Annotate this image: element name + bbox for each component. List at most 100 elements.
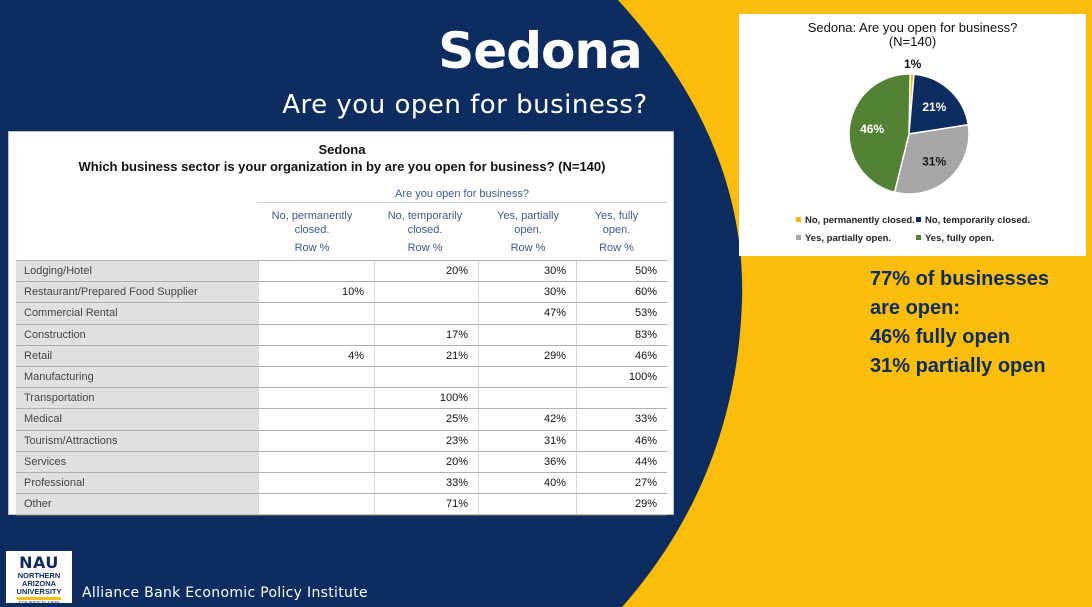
column-subheader: Row % [510,242,546,254]
table-cell: 60% [576,282,667,303]
legend-label: Yes, partially open. [805,233,892,244]
table-cell [374,366,478,388]
table-cell: 42% [478,409,576,430]
table-cell [576,388,667,409]
table-subtitle: Which business sector is your organizati… [78,159,606,174]
table-cell: 83% [576,324,667,345]
table-row: Services 20% 36% 44% [16,450,667,472]
footer-text: Alliance Bank Economic Policy Institute [82,585,368,601]
table-cell: 30% [478,282,576,303]
row-label: Medical [16,409,258,430]
table-cell: 71% [374,494,478,515]
table-cell: 29% [576,494,667,515]
legend-label: No, temporarily closed. [925,215,1031,226]
table-cell [374,282,478,303]
legend-swatch [916,234,921,240]
table-row: Manufacturing 100% [16,365,667,388]
header-divider [257,202,667,203]
row-label: Retail [16,345,258,366]
pie-slice [848,73,911,194]
row-label: Restaurant/Prepared Food Supplier [16,282,258,303]
pie-slice-label: 46% [860,122,884,136]
summary-line: are open: [870,297,961,319]
table-span-header: Are you open for business? [395,188,529,200]
column-subheader: Row % [599,242,634,254]
summary-callout: 77% of businesses are open: 46% fully op… [870,265,1085,381]
table-cell: 20% [374,261,478,282]
row-label: Other [16,494,258,515]
row-label: Manufacturing [16,366,258,388]
legend-label: Yes, fully open. [925,233,995,244]
table-row: Retail 4% 21% 29% 46% [16,344,667,366]
column-header-fully-open: Yes, fully open. [594,210,639,236]
summary-line: 46% fully open [870,326,1011,348]
row-label: Construction [16,324,258,345]
table-cell [374,303,478,324]
table-cell: 30% [478,261,576,282]
row-label: Lodging/Hotel [16,261,258,282]
table-cell [258,494,374,515]
table-cell: 46% [576,430,667,451]
column-header-partially-open: Yes, partially open. [497,210,559,236]
table-cell [258,430,374,451]
table-cell [258,366,374,388]
table-row: Commercial Rental 47% 53% [16,302,667,324]
table-cell [258,324,374,345]
table-row: Construction 17% 83% [16,323,667,345]
table-cell [258,409,374,430]
pie-slice [908,73,970,135]
table-cell: 40% [478,472,576,494]
column-subheader: Row % [407,242,443,254]
pie-chart-panel: Sedona: Are you open for business? (N=14… [739,14,1086,256]
table-cell: 44% [576,451,667,472]
table-cell [478,324,576,345]
pie-slice-label: 21% [922,100,946,114]
pie-slice-label: 1% [904,57,922,71]
table-cell [258,472,374,494]
legend-swatch [916,216,921,222]
row-label: Tourism/Attractions [16,430,258,451]
legend-label: No, permanently closed. [805,215,915,226]
table-cell: 33% [374,472,478,494]
row-label: Professional [16,472,258,494]
table-cell: 100% [576,366,667,388]
table-cell [478,494,576,515]
table-row: Medical 25% 42% 33% [16,408,667,430]
table-cell: 33% [576,409,667,430]
column-header-temporarily-closed: No, temporarily closed. [387,210,463,236]
crosstab-table: Sedona Which business sector is your org… [8,131,674,516]
table-cell: 25% [374,409,478,430]
legend-item: Yes, partially open. [796,233,891,244]
table-cell: 31% [478,430,576,451]
table-cell [478,388,576,409]
table-row: Transportation 100% [16,387,667,409]
row-label: Transportation [16,388,258,409]
table-cell: 29% [478,345,576,366]
table-cell: 36% [478,451,576,472]
table-cell: 17% [374,324,478,345]
nau-logo: NAU NORTHERN ARIZONA UNIVERSITY FOUNDED … [6,551,72,607]
table-cell: 20% [374,451,478,472]
pie-chart: 1% 21% 31% 46% [848,57,970,195]
table-cell: 23% [374,430,478,451]
table-row: Lodging/Hotel 20% 30% 50% [16,260,667,282]
legend-item: Yes, fully open. [916,233,994,244]
table-cell: 21% [374,345,478,366]
legend-swatch [796,234,801,240]
table-cell: 100% [374,388,478,409]
table-cell [478,366,576,388]
column-header-permanently-closed: No, permanently closed. [271,210,353,236]
table-body: Lodging/Hotel 20% 30% 50% Restaurant/Prepare… [16,260,667,515]
chart-title: Sedona: Are you open for business? (N=14… [807,20,1018,49]
pie-slice [893,123,970,195]
table-cell: 50% [576,261,667,282]
table-cell [258,261,374,282]
summary-line: 77% of businesses [870,268,1049,290]
legend-swatch [796,216,801,222]
column-subheader: Row % [294,242,330,254]
summary-line: 31% partially open [870,355,1046,377]
table-bottom-rule [16,515,667,516]
table-cell: 27% [576,472,667,494]
table-cell: 10% [258,282,374,303]
legend-item: No, temporarily closed. [916,215,1030,226]
